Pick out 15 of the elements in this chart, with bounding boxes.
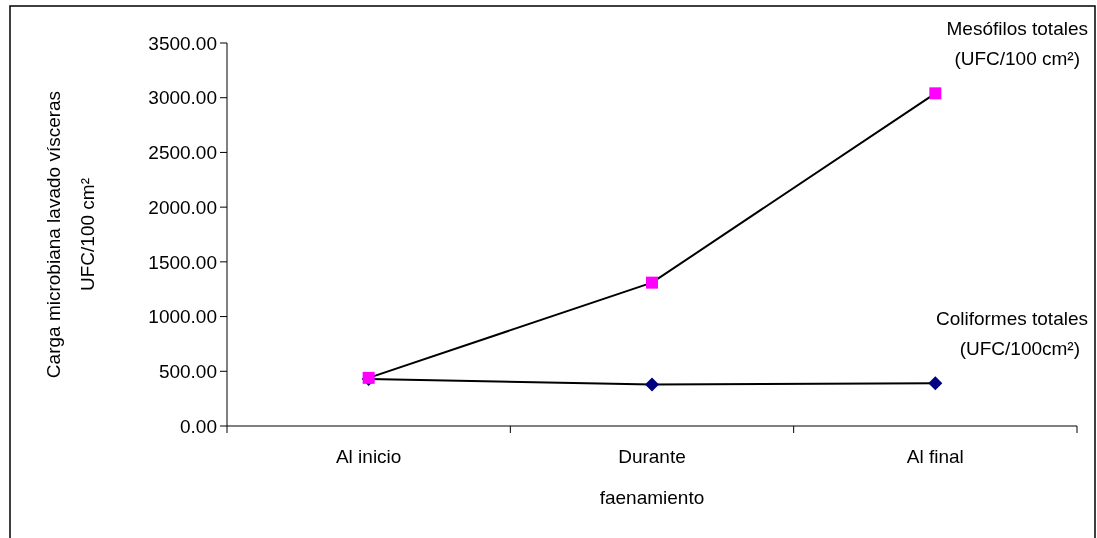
y-axis-title: Carga microbiana lavado vísceras UFC/100 cm² <box>43 90 98 379</box>
x-tick-label: Al final <box>906 446 964 467</box>
x-tick-label: Durante <box>618 446 686 467</box>
series-label: Coliformes totales (UFC/100cm²) <box>935 308 1088 360</box>
y-tick-label: 2500.00 <box>148 142 217 164</box>
series-label: Mesófilos totales (UFC/100 cm²) <box>946 18 1088 70</box>
x-axis-title: faenamiento <box>599 487 705 508</box>
y-tick-label: 3500.00 <box>148 32 217 54</box>
y-tick-label: 500.00 <box>158 360 217 382</box>
y-tick-label: 1000.00 <box>148 306 217 328</box>
y-tick-label: 2000.00 <box>148 196 217 218</box>
y-tick-label: 0.00 <box>180 415 217 437</box>
x-tick-label: Al inicio <box>335 446 402 467</box>
y-tick-label: 1500.00 <box>148 251 217 273</box>
y-tick-label: 3000.00 <box>148 87 217 109</box>
